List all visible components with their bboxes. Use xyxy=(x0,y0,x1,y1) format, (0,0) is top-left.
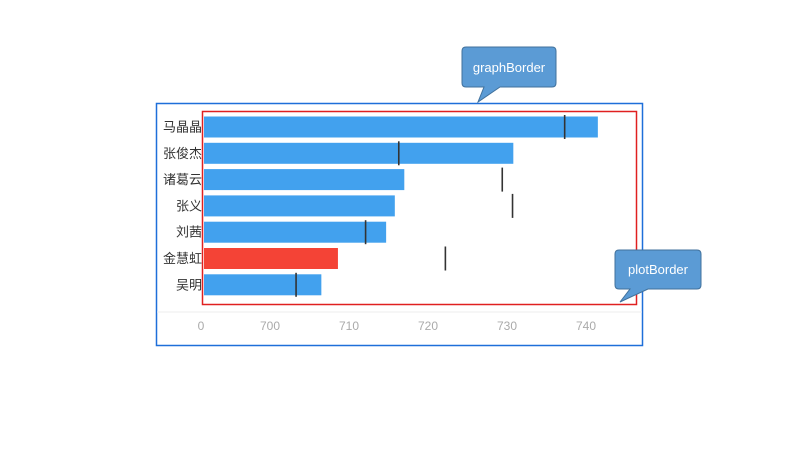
plot-border xyxy=(201,110,638,306)
bar-6 xyxy=(204,274,322,296)
bar-1 xyxy=(204,142,514,164)
x-tick-label-2: 710 xyxy=(339,319,359,333)
graph-border xyxy=(155,102,644,347)
graph-border-callout-shape xyxy=(461,46,557,104)
bar-2 xyxy=(204,169,405,191)
bar-4 xyxy=(204,221,387,243)
bar-5 xyxy=(204,248,338,269)
graph-border-callout-label: graphBorder xyxy=(473,60,546,75)
category-label-1: 张俊杰 xyxy=(163,147,202,162)
category-label-5: 金慧虹 xyxy=(163,251,202,267)
bars-layer xyxy=(204,116,598,296)
bar-3 xyxy=(204,195,395,217)
plot-border-callout: plotBorder xyxy=(614,249,702,303)
x-tick-label-0: 0 xyxy=(198,319,205,333)
category-label-4: 刘茜 xyxy=(176,226,202,241)
x-tick-label-4: 730 xyxy=(497,319,517,333)
x-tick-label-5: 740 xyxy=(576,319,596,333)
x-tick-label-3: 720 xyxy=(418,319,438,333)
plot-border-callout-shape xyxy=(614,249,702,303)
targets-layer xyxy=(295,115,566,297)
bar-0 xyxy=(204,116,598,138)
category-label-2: 诸葛云 xyxy=(163,173,202,188)
plot-border-callout-label: plotBorder xyxy=(628,262,689,277)
x-tick-label-1: 700 xyxy=(260,319,280,333)
graph-border-callout: graphBorder xyxy=(461,46,557,104)
category-label-3: 张义 xyxy=(176,199,202,214)
category-label-6: 吴明 xyxy=(176,278,202,293)
category-label-0: 马晶晶 xyxy=(163,121,202,136)
x-tick-labels: 0 700 710 720 730 740 xyxy=(198,319,597,333)
